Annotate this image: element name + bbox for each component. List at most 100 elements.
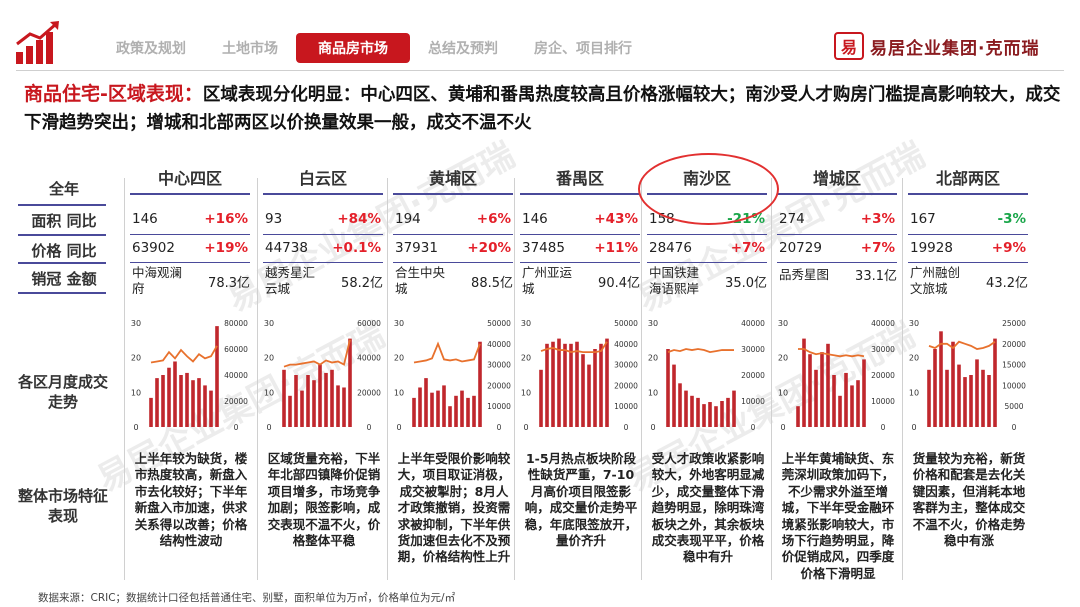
area-change: +6% — [476, 211, 511, 227]
top-project-amount: 43.2亿 — [986, 275, 1028, 291]
right-axis-tick: 30000 — [741, 345, 765, 354]
row-label-price: 价格 同比 — [31, 242, 97, 260]
area-value: 194 — [395, 211, 421, 227]
district-name: 番禺区 — [555, 169, 604, 188]
right-axis-tick: 0 — [624, 423, 629, 432]
volume-bar — [678, 383, 682, 427]
price-line — [798, 348, 865, 358]
volume-bar — [720, 401, 724, 427]
volume-bar — [945, 369, 949, 427]
left-axis-tick: 30 — [648, 319, 658, 328]
district-header-divider — [520, 193, 640, 195]
volume-bar — [454, 395, 458, 427]
slide-headline: 商品住宅-区域表现：区域表现分化明显：中心四区、黄埔和番禺热度较高且价格涨幅较大… — [24, 80, 1064, 137]
price-change: +7% — [860, 240, 895, 256]
volume-bar — [478, 341, 482, 427]
volume-bar — [808, 354, 812, 427]
right-axis-tick: 25000 — [1002, 319, 1026, 328]
column-separator — [771, 178, 772, 580]
row-label-top: 销冠 金额 — [31, 270, 97, 288]
volume-bar — [832, 375, 836, 427]
area-value: 167 — [910, 211, 936, 227]
top-project-amount: 35.0亿 — [725, 275, 767, 291]
district-header-divider — [393, 193, 513, 195]
volume-bar — [563, 343, 567, 427]
volume-bar — [581, 354, 585, 427]
price-value: 37485 — [522, 240, 565, 256]
row-label-chart: 各区月度成交走势 — [18, 373, 109, 411]
volume-bar — [933, 349, 937, 427]
volume-bar — [856, 380, 860, 427]
right-axis-tick: 80000 — [224, 319, 248, 328]
monthly-trend-chart: 30 20 10 0 60000 40000 20000 0 — [264, 319, 381, 432]
volume-bar — [557, 338, 561, 427]
right-axis-tick: 30000 — [871, 345, 895, 354]
top-project-amount: 78.3亿 — [208, 275, 250, 291]
district-column: 南沙区 158 -21% 28476 +7% 中国铁建海语熙岸 35.0亿 30 20 10 0 40… — [645, 165, 769, 585]
area-change: +43% — [594, 211, 638, 227]
left-axis-tick: 0 — [650, 423, 655, 432]
area-value: 93 — [265, 211, 283, 227]
right-axis-tick: 10000 — [871, 397, 895, 406]
right-axis-tick: 10000 — [741, 397, 765, 406]
volume-bar — [209, 390, 213, 427]
row-label-divider — [18, 204, 106, 206]
volume-bar — [844, 372, 848, 427]
volume-bar — [951, 341, 955, 427]
district-column: 北部两区 167 -3% 19928 +9% 广州融创文旅城 43.2亿 30 20 10 0 250… — [906, 165, 1030, 585]
row-divider — [263, 234, 383, 235]
market-feature-text: 货量较为充裕，新货价格和配套是去化关键因素，但消耗本地客群为主，整体成交不温不火… — [912, 451, 1026, 549]
left-axis-tick: 30 — [394, 319, 404, 328]
price-value: 20729 — [779, 240, 822, 256]
volume-bar — [981, 369, 985, 427]
price-row: 19928 +9% — [910, 240, 1026, 256]
volume-bar — [838, 395, 842, 427]
right-axis-tick: 20000 — [357, 388, 381, 397]
left-axis-tick: 0 — [911, 423, 916, 432]
left-axis-tick: 30 — [521, 319, 531, 328]
row-divider — [393, 234, 513, 235]
row-divider — [130, 234, 250, 235]
nav-item[interactable]: 房企、项目排行 — [534, 41, 632, 57]
nav-item[interactable]: 土地市场 — [222, 41, 278, 57]
left-axis-tick: 0 — [266, 423, 271, 432]
left-axis-tick: 0 — [133, 423, 138, 432]
nav-item[interactable]: 政策及规划 — [116, 41, 186, 57]
left-axis-tick: 20 — [909, 354, 919, 363]
row-label-feature: 整体市场特征表现 — [18, 487, 109, 525]
volume-bar — [714, 406, 718, 427]
row-divider — [520, 234, 640, 235]
volume-bar — [666, 349, 670, 427]
nav-item[interactable]: 商品房市场 — [296, 33, 410, 63]
volume-bar — [412, 397, 416, 427]
top-project-amount: 90.4亿 — [598, 275, 640, 291]
volume-bar — [155, 378, 159, 427]
area-row: 167 -3% — [910, 211, 1026, 227]
volume-bar — [312, 380, 316, 427]
right-axis-tick: 10000 — [614, 402, 638, 411]
volume-bar — [161, 375, 165, 427]
market-feature-text: 受人才政策收紧影响较大，外地客明显减少，成交量整体下滑趋势明显，除明珠湾板块之外… — [651, 451, 765, 565]
volume-bar — [969, 375, 973, 427]
right-axis-tick: 0 — [881, 423, 886, 432]
nav-item[interactable]: 总结及预判 — [428, 41, 498, 57]
header-divider — [16, 70, 1064, 71]
row-divider — [908, 234, 1028, 235]
top-project-amount: 33.1亿 — [855, 269, 897, 284]
volume-bar — [318, 364, 322, 427]
volume-bar — [599, 343, 603, 427]
price-row: 37931 +20% — [395, 240, 511, 256]
top-sales-row: 广州亚运城 90.4亿 — [522, 265, 640, 297]
right-axis-tick: 20000 — [487, 381, 511, 390]
row-divider — [393, 262, 513, 263]
right-axis-tick: 30000 — [487, 361, 511, 370]
top-project-name: 中海观澜府 — [132, 265, 183, 296]
district-column: 白云区 93 +84% 44738 +0.1% 越秀星汇云城 58.2亿 30 20 10 0 600… — [261, 165, 385, 585]
price-value: 19928 — [910, 240, 953, 256]
left-axis-tick: 10 — [264, 388, 274, 397]
brand-chart-logo-icon — [16, 21, 59, 64]
district-header-divider — [130, 193, 250, 195]
top-project-name: 合生中央城 — [395, 265, 446, 296]
price-row: 28476 +7% — [649, 240, 765, 256]
left-axis-tick: 20 — [394, 354, 404, 363]
